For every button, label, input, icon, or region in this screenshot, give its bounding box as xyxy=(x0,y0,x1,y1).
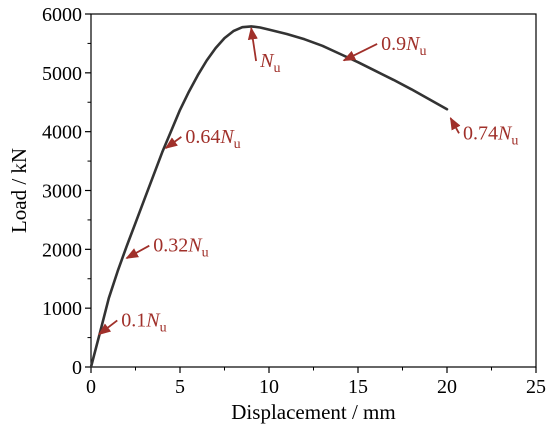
y-tick-label: 0 xyxy=(72,357,82,379)
annotation-label: 0.74Nu xyxy=(463,122,518,148)
annotation-label: 0.1Nu xyxy=(121,309,166,335)
annotation-label: 0.9Nu xyxy=(381,33,426,59)
annotation-arrow xyxy=(164,136,182,149)
annotation-symbol: N xyxy=(497,122,513,144)
y-tick-label: 3000 xyxy=(42,181,82,203)
x-tick-label: 15 xyxy=(348,376,368,398)
load-displacement-curve xyxy=(89,25,449,369)
x-tick-label: 10 xyxy=(259,376,279,398)
x-tick-label: 5 xyxy=(175,376,185,398)
annotation-label: 0.32Nu xyxy=(153,235,208,261)
x-axis-title: Displacement / mm xyxy=(231,400,395,424)
y-axis-title: Load / kN xyxy=(7,148,31,233)
annotation-subscript: u xyxy=(273,61,280,76)
annotation-symbol: N xyxy=(187,235,203,257)
annotation-factor: 0.74 xyxy=(463,122,498,144)
x-tick-label: 0 xyxy=(86,376,96,398)
y-tick-label: 1000 xyxy=(42,298,82,320)
y-tick-label: 4000 xyxy=(42,122,82,144)
annotation-label: Nu xyxy=(259,50,280,76)
y-tick-label: 2000 xyxy=(42,239,82,261)
annotation-symbol: N xyxy=(145,309,161,331)
annotation-subscript: u xyxy=(234,137,241,152)
annotation-factor: 0.64 xyxy=(185,126,220,148)
x-tick-label: 20 xyxy=(437,376,457,398)
annotation-subscript: u xyxy=(202,246,209,261)
y-tick-label: 6000 xyxy=(42,4,82,26)
annotation-subscript: u xyxy=(511,133,518,148)
annotation-symbol: N xyxy=(405,33,421,55)
annotation-label: 0.64Nu xyxy=(185,126,240,152)
annotation-subscript: u xyxy=(419,44,426,59)
annotation-arrow xyxy=(247,26,258,62)
annotation-symbol: N xyxy=(259,50,275,72)
annotation-factor: 0.1 xyxy=(121,309,146,331)
annotation-arrow xyxy=(125,244,150,259)
annotation-arrow xyxy=(342,43,378,62)
annotation-subscript: u xyxy=(160,320,167,335)
annotation-arrow xyxy=(449,117,461,134)
x-tick-label: 25 xyxy=(526,376,546,398)
annotation-factor: 0.9 xyxy=(381,33,406,55)
annotation-symbol: N xyxy=(219,126,235,148)
annotation-factor: 0.32 xyxy=(153,235,188,257)
annotation-arrow xyxy=(98,319,118,336)
y-tick-label: 5000 xyxy=(42,63,82,85)
